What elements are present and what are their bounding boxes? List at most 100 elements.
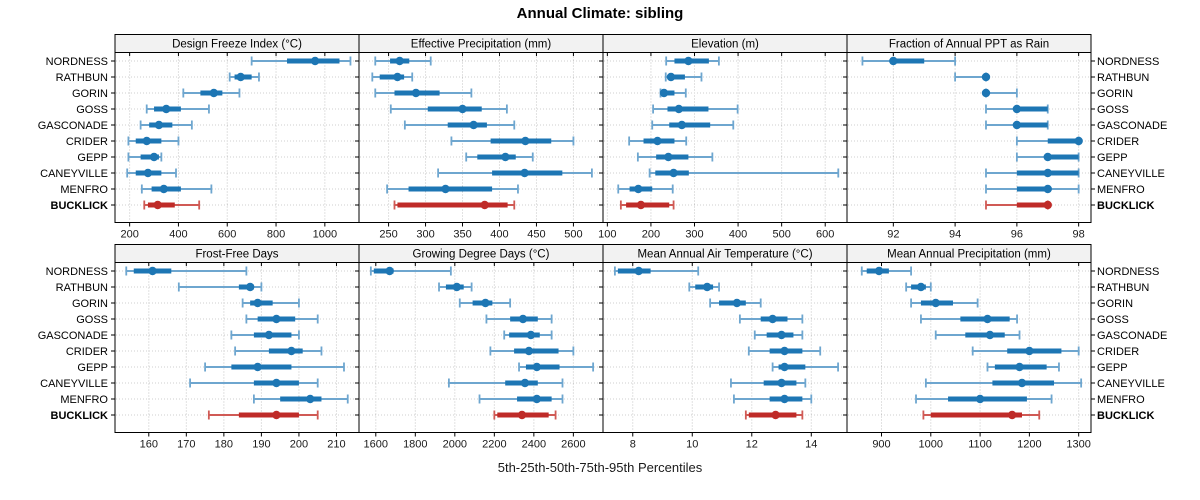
median-dot [148,266,157,276]
axis-tick-label: 10 [686,439,698,451]
series-row [771,362,839,372]
median-dot [931,298,940,308]
axis-tick-label: 300 [416,229,434,241]
series-row [182,88,241,98]
row-label-left: NORDNESS [46,56,108,68]
series-row [127,152,163,162]
median-dot [981,72,991,82]
series-row [374,88,473,98]
median-dot [983,314,992,324]
axis-tick-label: 94 [949,229,961,241]
series-row [971,346,1080,356]
series-row [986,362,1060,372]
plot-area [115,52,359,223]
panel-title: Elevation (m) [691,39,759,51]
median-dot [777,330,786,340]
row-label-right: NORDNESS [1097,266,1159,278]
row-label-left: GASCONADE [38,330,108,342]
axis-tick-label: 1300 [1066,439,1090,451]
median-dot [634,184,643,194]
axis-tick-label: 1000 [919,439,943,451]
median-dot [677,120,687,130]
series-row [954,72,991,82]
series-row [503,330,553,340]
median-dot [985,330,995,340]
median-dot [526,330,536,340]
series-row [250,56,352,66]
panel-border [846,52,1092,223]
median-dot [253,298,262,308]
median-dot [659,88,669,98]
row-label-left: BUCKLICK [51,200,108,212]
panel: Effective Precipitation (mm) 250 300 350 400… [355,34,607,241]
series-row [204,362,345,372]
axis-tick-label: 1600 [364,439,388,451]
row-label-left: CANEYVILLE [40,378,108,390]
row-label-right: BUCKLICK [1097,410,1154,422]
axis-tick-label: 200 [642,229,660,241]
chart-caption: 5th-25th-50th-75th-95th Percentiles [497,460,703,475]
series-row [915,394,1053,404]
median-dot [664,152,673,162]
axis-tick-label: 200 [290,439,308,451]
axis-tick-label: 2200 [482,439,506,451]
row-label-left: RATHBUN [56,72,108,84]
row-label-left: BUCKLICK [51,410,108,422]
series-row [753,330,804,340]
axis-tick-label: 2000 [443,439,467,451]
median-dot [1017,378,1027,388]
median-dot [1012,120,1022,130]
panel: Frost-Free Days 160 170 180 190 200 210 [111,244,363,451]
median-dot [1043,168,1052,178]
median-dot [1007,410,1017,420]
series-row [127,136,180,146]
series-row [518,362,595,372]
panel-title: Mean Annual Precipitation (mm) [887,249,1051,261]
median-dot [780,346,789,356]
median-dot [272,410,281,420]
chart-row-bottom: NORDNESS NORDNESS RATHBUN RATHBUN GORIN GORIN… [38,244,1167,451]
median-dot [981,88,991,98]
row-label-right: CANEYVILLE [1097,168,1165,180]
panel-title: Mean Annual Air Temperature (°C) [637,249,812,261]
series-row [985,184,1080,194]
plot-area [847,52,1091,223]
row-label-left: CANEYVILLE [40,168,108,180]
median-dot [458,104,467,114]
median-dot [142,136,151,146]
axis-tick-label: 100 [598,229,616,241]
median-dot [1074,136,1083,146]
series-row [981,88,1018,98]
median-dot [889,56,898,66]
series-row [140,184,213,194]
median-dot [480,200,489,210]
axis-tick-label: 400 [169,229,187,241]
series-row [985,104,1049,114]
median-dot [780,394,789,404]
median-dot [666,72,676,82]
row-label-right: CRIDER [1097,346,1139,358]
axis-tick-label: 800 [267,229,285,241]
series-row [860,266,912,276]
panel-title: Frost-Free Days [195,249,278,261]
series-row [619,200,675,210]
series-row [386,184,519,194]
axis-tick-label: 350 [453,229,471,241]
row-label-right: GASCONADE [1097,120,1167,132]
row-label-right: GORIN [1097,298,1133,310]
row-label-right: MENFRO [1097,394,1145,406]
series-row [747,346,822,356]
series-row [985,168,1080,178]
median-dot [916,282,926,292]
median-dot [441,184,450,194]
median-dot [154,120,164,130]
panel-title: Effective Precipitation (mm) [411,39,552,51]
row-label-left: GOSS [76,314,108,326]
axis-tick-label: 92 [887,229,899,241]
median-dot [395,56,404,66]
series-row [688,282,720,292]
median-dot [272,378,281,388]
series-row [389,104,508,114]
median-dot [1012,104,1022,114]
series-row [489,346,575,356]
